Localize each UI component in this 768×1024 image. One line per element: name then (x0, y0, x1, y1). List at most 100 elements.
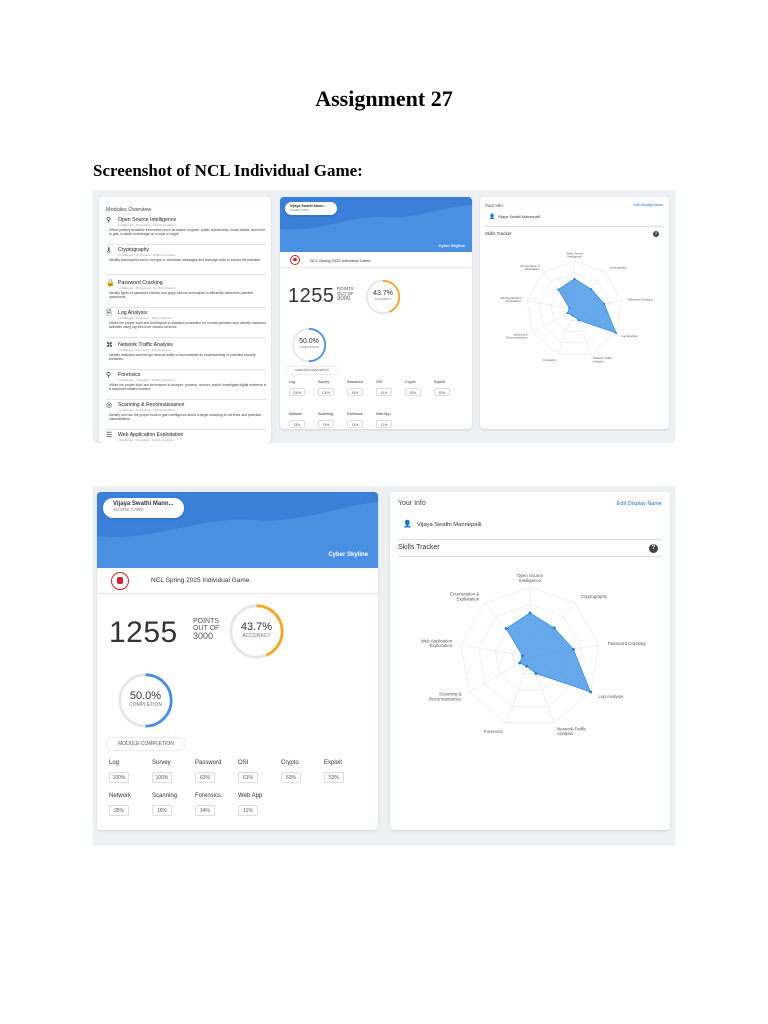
module-description: Utilize the proper tools and techniques … (109, 321, 266, 330)
radar-axis-label-line: Password Cracking (608, 641, 646, 646)
radar-data-point (566, 312, 569, 315)
radar-axis-label-line: Cryptography (581, 594, 608, 599)
radar-axis-label-line: Scanning & (439, 692, 462, 697)
radar-data-point (552, 626, 556, 630)
points-label: POINTS (193, 618, 220, 625)
module-item[interactable]: ◎ Scanning & Reconnaissance 3 Challenges ·… (106, 402, 266, 430)
user-name-pill[interactable]: Vijaya Swathi Mann... SCORE CARD (103, 498, 184, 518)
module-completion-value: 11% (238, 805, 258, 816)
assignment-title: Assignment 27 (315, 86, 453, 111)
radar-data-point (520, 654, 524, 658)
module-completion-value: 100% (318, 388, 334, 396)
radar-axis-label-line: Intelligence (567, 255, 582, 259)
user-icon: 👤 (489, 214, 496, 220)
module-completion-name: Scanning (152, 793, 178, 799)
your-info-panel: Your Info Edit Display Name 👤 Vijaya Swa… (390, 492, 670, 830)
module-name: Password Cracking (118, 280, 163, 286)
module-completion-name: Password (347, 380, 363, 384)
file-icon: 🗎 (106, 310, 112, 317)
module-completion-item: Exploit 53% (324, 760, 344, 783)
radar-data-point (534, 671, 538, 675)
key-icon: ⚷ (106, 247, 112, 254)
points-value: 1255 (109, 616, 178, 649)
accuracy-value: 43.7% (373, 290, 393, 297)
skills-tracker-title: Skills Tracker (485, 231, 512, 236)
edit-display-name-link[interactable]: Edit Display Name (616, 501, 662, 507)
radar-axis-label: Open Source Intelligence (517, 573, 543, 583)
edit-display-name-link[interactable]: Edit Display Name (633, 203, 663, 207)
ncl-emblem (111, 572, 129, 590)
module-stats: 3 Challenges · 12 Questions · 16.67% Com… (118, 409, 176, 412)
module-completion-item: Survey 100% (318, 380, 334, 396)
radar-data-point (557, 288, 560, 291)
radar-axis-label-line: Scanning & (513, 332, 528, 336)
game-name: NCL Spring 2025 Individual Game (151, 577, 250, 584)
ring-progress (365, 279, 401, 315)
radar-axis-label: Cryptography (581, 594, 608, 599)
info-divider (398, 539, 662, 540)
radar-axis (527, 300, 575, 310)
module-item[interactable]: 🔒 Password Cracking 4 Challenges · 19 Ques… (106, 280, 266, 308)
module-item[interactable]: ⌘ Network Traffic Analysis 4 Challenges · … (106, 342, 266, 370)
module-item[interactable]: 🗎 Log Analysis 2 Challenges · 9 Questions … (106, 310, 266, 338)
module-completion-name: Forensics (347, 412, 363, 416)
user-name: Vijaya Swathi Mann... (113, 501, 174, 507)
radar-data-point (603, 302, 606, 305)
module-item[interactable]: ⚲ Forensics 3 Challenges · 7 Questions · 1… (106, 372, 266, 400)
module-completion-item: Forensics 14% (347, 412, 363, 428)
radar-axis-label-line: Open Source (566, 251, 583, 255)
section-subtitle: Screenshot of NCL Individual Game: (93, 161, 363, 180)
binoculars-icon: ⚲ (106, 217, 112, 224)
radar-axis (505, 656, 531, 723)
radar-axis-label-line: Intelligence (519, 578, 542, 583)
module-completion-item: Crypto 53% (405, 380, 421, 396)
radar-axis-label: Enumeration & Exploitation (450, 592, 480, 602)
module-description: Identify techniques used to encrypt or o… (109, 258, 262, 262)
module-completion-item: Network 25% (109, 793, 131, 816)
module-item[interactable]: ⚲ Open Source Intelligence 5 Challenges · … (106, 217, 266, 245)
module-stats: 2 Challenges · 9 Questions · 100% Comple… (118, 317, 173, 320)
ring-progress (118, 673, 173, 728)
help-icon[interactable]: ? (649, 544, 658, 553)
server-icon: ☰ (106, 432, 113, 439)
completion-ring: 50.0% COMPLETION (291, 327, 327, 363)
module-stats: 5 Challenges · 13 Questions · 53.85% Com… (118, 254, 176, 257)
module-name: Forensics (118, 372, 141, 378)
ring-graphic (365, 279, 401, 315)
module-completion-item: Web App 11% (376, 412, 392, 428)
cyber-skyline-logo: Cyber Skyline (438, 243, 465, 248)
module-completion-item: Password 63% (347, 380, 363, 396)
module-completion-value: 100% (109, 772, 129, 783)
user-name-pill[interactable]: Vijaya Swathi Mann... SCORE CARD (285, 202, 337, 215)
game-row: NCL Spring 2025 Individual Game (280, 252, 472, 268)
module-completion-value: 53% (324, 772, 344, 783)
radar-data-point (504, 627, 508, 631)
score-card-panel: Vijaya Swathi Mann... SCORE CARD Cyber S… (280, 197, 472, 429)
module-completion-name: Forensics (195, 793, 222, 799)
module-completion-item: Network 25% (289, 412, 305, 428)
help-icon[interactable]: ? (653, 231, 659, 237)
module-completion-name: Network (289, 412, 303, 416)
score-card-label: SCORE CARD (290, 208, 309, 212)
module-completion-name: Scanning (318, 412, 333, 416)
module-name: Scanning & Reconnaissance (118, 402, 185, 408)
radar-axis-label-line: Exploitation (525, 267, 540, 271)
module-item[interactable]: ⚷ Cryptography 5 Challenges · 13 Questions… (106, 247, 266, 275)
module-completion-name: OSI (238, 760, 249, 766)
module-completion-value: 25% (109, 805, 129, 816)
module-item[interactable]: ☰ Web Application Exploitation 3 Challenge… (106, 432, 266, 443)
radar-axis-label-line: Cryptography (609, 266, 627, 270)
ring-progress (291, 327, 327, 363)
radar-axis-label-line: Analysis (557, 731, 574, 736)
module-completion-item: OSI 61% (376, 380, 392, 396)
radar-axis-label: Forensics (543, 358, 556, 362)
ring-graphic (229, 604, 284, 659)
ncl-emblem (290, 255, 300, 265)
module-completion-name: Log (289, 380, 295, 384)
radar-grid-ring (460, 586, 600, 724)
radar-axis-label: Cryptography (609, 266, 627, 270)
module-stats: 4 Challenges · 19 Questions · 63.16% Com… (118, 287, 176, 290)
module-description: Utilize the proper tools and techniques … (109, 383, 267, 392)
radar-axis-label-line: Reconnaissance (506, 336, 528, 340)
module-completion-value: 100% (289, 388, 305, 396)
